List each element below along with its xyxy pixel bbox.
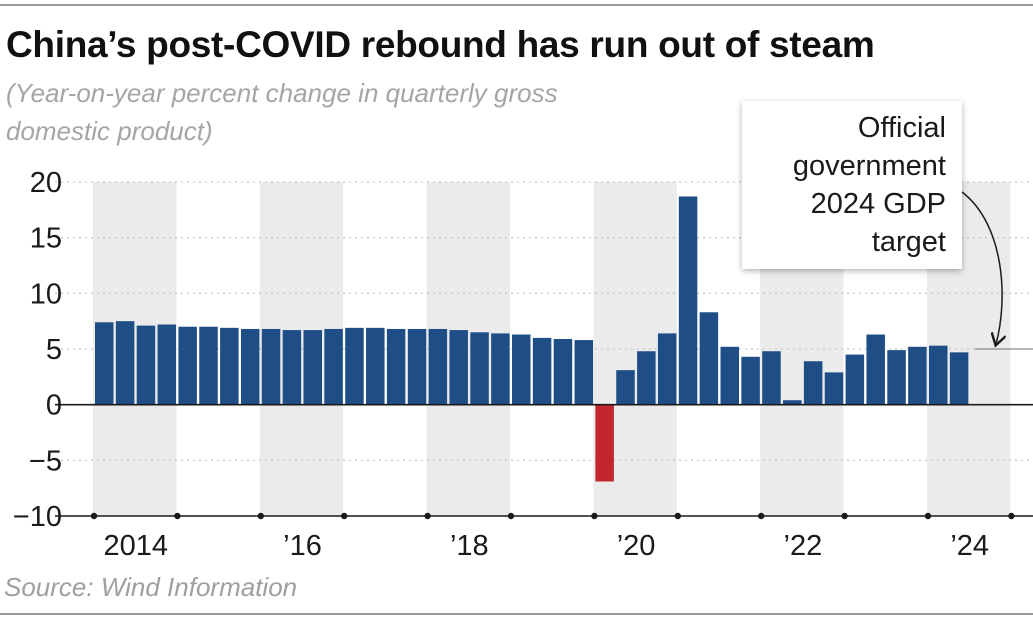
bar-2018-Q2 (449, 330, 468, 405)
x-axis-tick-dot (507, 512, 515, 520)
bar-2019-Q3 (553, 338, 573, 405)
bar-2019-Q4 (574, 340, 594, 405)
y-tick-label: 10 (30, 278, 62, 310)
x-axis-tick-dot (758, 512, 765, 520)
bar-2023-Q4 (908, 346, 927, 405)
bar-2018-Q1 (428, 328, 448, 405)
chart-title: China’s post-COVID rebound has run out o… (6, 24, 875, 65)
y-tick-label: 20 (30, 167, 62, 199)
bar-2016-Q2 (282, 330, 302, 405)
bar-2017-Q1 (345, 327, 364, 405)
x-axis-tick-dot (841, 512, 848, 520)
bottom-rule (0, 613, 1033, 615)
x-tick-label: ’24 (950, 530, 989, 562)
target-annotation: Official government 2024 GDP target (742, 101, 962, 269)
y-tick-label: 0 (46, 390, 62, 422)
bar-2022-Q1 (762, 351, 781, 405)
bar-2014-Q2 (115, 321, 135, 405)
target-annotation-text: Official government 2024 GDP target (792, 112, 946, 258)
y-tick-label: 5 (46, 334, 62, 366)
bar-2016-Q1 (261, 328, 281, 405)
x-tick-label: ’20 (617, 530, 656, 562)
y-tick-label: −10 (13, 501, 62, 533)
x-axis-tick-dot (591, 512, 598, 520)
x-tick-label: 2014 (103, 530, 168, 562)
x-tick-label: ’18 (450, 530, 489, 562)
bar-2017-Q2 (366, 327, 385, 405)
bar-2014-Q1 (95, 322, 114, 405)
bar-2023-Q3 (887, 350, 906, 405)
x-axis-tick-dot (257, 512, 264, 520)
bar-2015-Q1 (178, 326, 197, 405)
bar-2016-Q3 (303, 330, 322, 405)
chart-subtitle: (Year-on-year percent change in quarterl… (6, 78, 558, 146)
bar-2022-Q2 (783, 400, 802, 405)
x-axis-tick-dot (924, 512, 932, 520)
x-axis-tick-dot (174, 512, 181, 520)
bar-2018-Q4 (491, 333, 510, 405)
bar-2015-Q2 (199, 326, 218, 405)
bar-2014-Q4 (157, 324, 177, 405)
x-tick-label: ’22 (784, 530, 823, 562)
bar-2014-Q3 (136, 325, 156, 405)
bar-2015-Q4 (240, 328, 260, 405)
x-axis-tick-dot (424, 512, 431, 520)
x-axis-tick-dot (341, 512, 348, 520)
bar-2022-Q3 (803, 361, 823, 405)
bar-2020-Q1 (595, 404, 614, 482)
bar-2020-Q4 (657, 333, 677, 405)
bar-2018-Q3 (470, 332, 489, 405)
x-axis-tick-dot (674, 512, 681, 520)
bar-2020-Q3 (637, 351, 656, 405)
bar-2015-Q3 (220, 327, 239, 405)
x-tick-label: ’16 (283, 530, 322, 562)
bar-2016-Q4 (324, 328, 343, 405)
bar-2021-Q1 (678, 196, 698, 405)
bar-2023-Q1 (845, 354, 865, 405)
bar-2024-Q2 (949, 352, 969, 405)
bar-2024-Q1 (929, 345, 948, 405)
source-note: Source: Wind Information (4, 572, 298, 602)
y-tick-label: 15 (30, 223, 62, 255)
x-axis-tick-dot (1008, 512, 1015, 520)
bar-2021-Q4 (741, 356, 760, 405)
bar-2021-Q2 (699, 312, 719, 405)
bar-2017-Q3 (386, 328, 406, 405)
x-axis-tick-dot (90, 512, 98, 520)
bar-2020-Q2 (616, 370, 635, 405)
bar-2019-Q2 (532, 337, 552, 405)
bar-2022-Q4 (824, 372, 844, 405)
top-rule (0, 4, 1033, 6)
bar-2021-Q3 (720, 346, 739, 405)
bar-2017-Q4 (407, 328, 427, 405)
bar-2023-Q2 (866, 334, 885, 405)
y-tick-label: −5 (29, 445, 62, 477)
bar-2019-Q1 (512, 334, 531, 405)
